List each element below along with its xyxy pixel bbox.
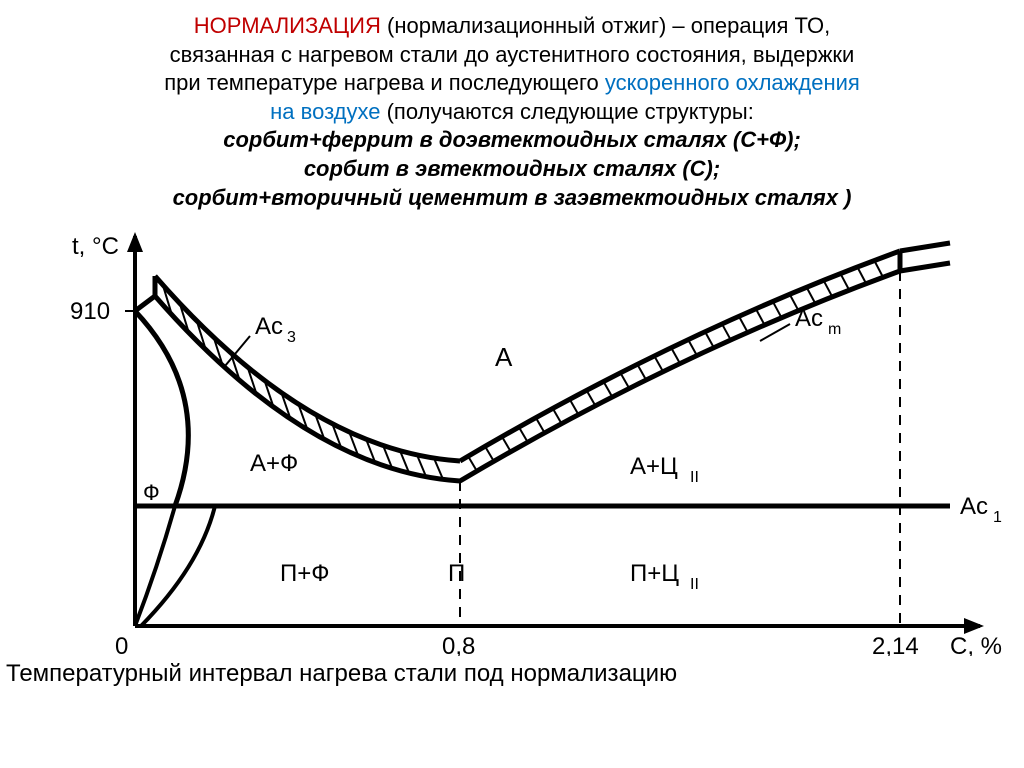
- svg-text:3: 3: [287, 329, 296, 346]
- svg-text:А+Ц: А+Ц: [630, 453, 678, 480]
- line6: сорбит в эвтектоидных сталях (С);: [20, 155, 1004, 184]
- line3b: ускоренного охлаждения: [605, 70, 860, 95]
- svg-text:Ас: Ас: [960, 493, 988, 520]
- svg-text:0: 0: [115, 633, 128, 656]
- svg-text:Ac: Ac: [255, 313, 283, 340]
- line5: сорбит+феррит в доэвтектоидных сталях (С…: [20, 126, 1004, 155]
- svg-text:II: II: [690, 469, 699, 486]
- title-word: НОРМАЛИЗАЦИЯ: [194, 13, 381, 38]
- svg-text:П: П: [448, 560, 465, 587]
- svg-text:2,14: 2,14: [872, 633, 919, 656]
- svg-text:1: 1: [993, 509, 1002, 526]
- footer-caption: Температурный интервал нагрева стали под…: [0, 656, 1024, 692]
- line2: связанная с нагревом стали до аустенитно…: [20, 41, 1004, 70]
- line1: НОРМАЛИЗАЦИЯ (нормализационный отжиг) – …: [20, 12, 1004, 41]
- line7: сорбит+вторичный цементит в заэвтектоидн…: [20, 184, 1004, 213]
- svg-text:Ф: Ф: [143, 480, 160, 505]
- svg-text:A: A: [495, 342, 513, 372]
- line4: на воздухе (получаются следующие структу…: [20, 98, 1004, 127]
- svg-text:C, %: C, %: [950, 633, 1002, 656]
- line4a: на воздухе: [270, 99, 386, 124]
- svg-text:II: II: [690, 576, 699, 593]
- svg-text:Ac: Ac: [795, 305, 823, 332]
- diagram-svg: t, °C91000,82,14C, %Ac3AAcmА+ФФА+ЦIIАс1П…: [0, 216, 1024, 656]
- phase-diagram: t, °C91000,82,14C, %Ac3AAcmА+ФФА+ЦIIАс1П…: [0, 216, 1024, 656]
- line3a: при температуре нагрева и последующего: [164, 70, 605, 95]
- line3: при температуре нагрева и последующего у…: [20, 69, 1004, 98]
- svg-text:П+Ц: П+Ц: [630, 560, 679, 587]
- svg-text:А+Ф: А+Ф: [250, 450, 298, 477]
- line1-rest: (нормализационный отжиг) – операция ТО,: [381, 13, 830, 38]
- svg-text:П+Ф: П+Ф: [280, 560, 330, 587]
- svg-text:910: 910: [70, 298, 110, 325]
- svg-text:t, °C: t, °C: [72, 233, 119, 260]
- header-text: НОРМАЛИЗАЦИЯ (нормализационный отжиг) – …: [0, 0, 1024, 216]
- svg-text:0,8: 0,8: [442, 633, 475, 656]
- line4b: (получаются следующие структуры:: [387, 99, 754, 124]
- svg-text:m: m: [828, 321, 841, 338]
